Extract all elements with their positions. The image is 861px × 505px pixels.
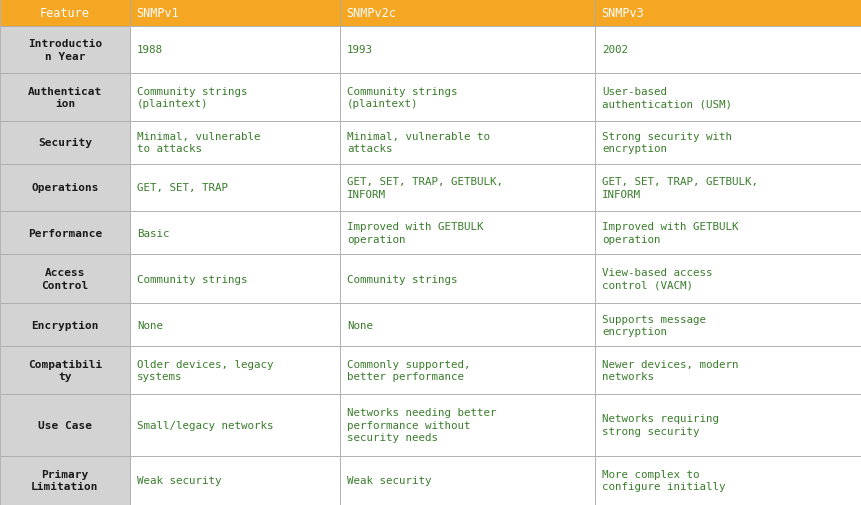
Text: Feature: Feature [40,7,90,20]
Bar [130,304,340,346]
Text: Weak security: Weak security [137,475,221,485]
Text: 1993: 1993 [347,45,373,56]
Bar [595,456,861,505]
Text: View-based access
control (VACM): View-based access control (VACM) [602,268,713,290]
Bar [340,0,595,27]
Bar [0,0,130,27]
Bar [0,394,130,456]
Text: 2002: 2002 [602,45,628,56]
Text: Community strings: Community strings [137,274,247,284]
Bar [595,304,861,346]
Text: GET, SET, TRAP, GETBULK,
INFORM: GET, SET, TRAP, GETBULK, INFORM [347,177,503,199]
Text: 1988: 1988 [137,45,163,56]
Text: Commonly supported,
better performance: Commonly supported, better performance [347,359,470,381]
Bar [595,255,861,304]
Bar [0,456,130,505]
Text: Security: Security [38,138,92,148]
Bar [130,394,340,456]
Bar [595,27,861,74]
Bar [340,27,595,74]
Text: Compatibili
ty: Compatibili ty [28,359,102,381]
Text: Minimal, vulnerable
to attacks: Minimal, vulnerable to attacks [137,132,261,154]
Bar [595,74,861,122]
Text: Supports message
encryption: Supports message encryption [602,314,706,336]
Bar [130,456,340,505]
Bar [595,0,861,27]
Text: SNMPv1: SNMPv1 [136,7,179,20]
Text: None: None [137,320,163,330]
Bar [340,346,595,394]
Text: Introductio
n Year: Introductio n Year [28,39,102,62]
Bar [0,304,130,346]
Bar [340,74,595,122]
Text: More complex to
configure initially: More complex to configure initially [602,469,726,491]
Bar [340,304,595,346]
Bar [130,27,340,74]
Bar [130,122,340,164]
Text: Use Case: Use Case [38,420,92,430]
Bar [130,255,340,304]
Text: Community strings
(plaintext): Community strings (plaintext) [137,86,247,109]
Bar [0,27,130,74]
Text: Weak security: Weak security [347,475,431,485]
Text: Encryption: Encryption [31,320,99,330]
Text: Community strings
(plaintext): Community strings (plaintext) [347,86,457,109]
Text: Improved with GETBULK
operation: Improved with GETBULK operation [347,222,484,244]
Bar [595,346,861,394]
Text: Access
Control: Access Control [41,268,89,290]
Text: Older devices, legacy
systems: Older devices, legacy systems [137,359,274,381]
Bar [130,212,340,255]
Bar [340,164,595,212]
Text: Community strings: Community strings [347,274,457,284]
Bar [340,255,595,304]
Bar [130,164,340,212]
Bar [340,212,595,255]
Text: None: None [347,320,373,330]
Text: Small/legacy networks: Small/legacy networks [137,420,274,430]
Text: Improved with GETBULK
operation: Improved with GETBULK operation [602,222,739,244]
Text: SNMPv3: SNMPv3 [601,7,644,20]
Bar [0,122,130,164]
Text: SNMPv2c: SNMPv2c [346,7,396,20]
Text: User-based
authentication (USM): User-based authentication (USM) [602,86,732,109]
Bar [130,346,340,394]
Text: Primary
Limitation: Primary Limitation [31,469,99,491]
Text: Minimal, vulnerable to
attacks: Minimal, vulnerable to attacks [347,132,490,154]
Text: Networks needing better
performance without
security needs: Networks needing better performance with… [347,408,497,442]
Text: Operations: Operations [31,183,99,193]
Text: Basic: Basic [137,228,170,238]
Bar [0,212,130,255]
Bar [0,346,130,394]
Text: GET, SET, TRAP, GETBULK,
INFORM: GET, SET, TRAP, GETBULK, INFORM [602,177,758,199]
Bar [0,74,130,122]
Text: Authenticat
ion: Authenticat ion [28,86,102,109]
Text: Newer devices, modern
networks: Newer devices, modern networks [602,359,739,381]
Bar [0,164,130,212]
Bar [595,122,861,164]
Text: GET, SET, TRAP: GET, SET, TRAP [137,183,228,193]
Bar [340,394,595,456]
Text: Strong security with
encryption: Strong security with encryption [602,132,732,154]
Bar [130,74,340,122]
Bar [0,255,130,304]
Bar [595,164,861,212]
Bar [595,394,861,456]
Text: Performance: Performance [28,228,102,238]
Bar [340,456,595,505]
Bar [340,122,595,164]
Bar [130,0,340,27]
Text: Networks requiring
strong security: Networks requiring strong security [602,414,719,436]
Bar [595,212,861,255]
